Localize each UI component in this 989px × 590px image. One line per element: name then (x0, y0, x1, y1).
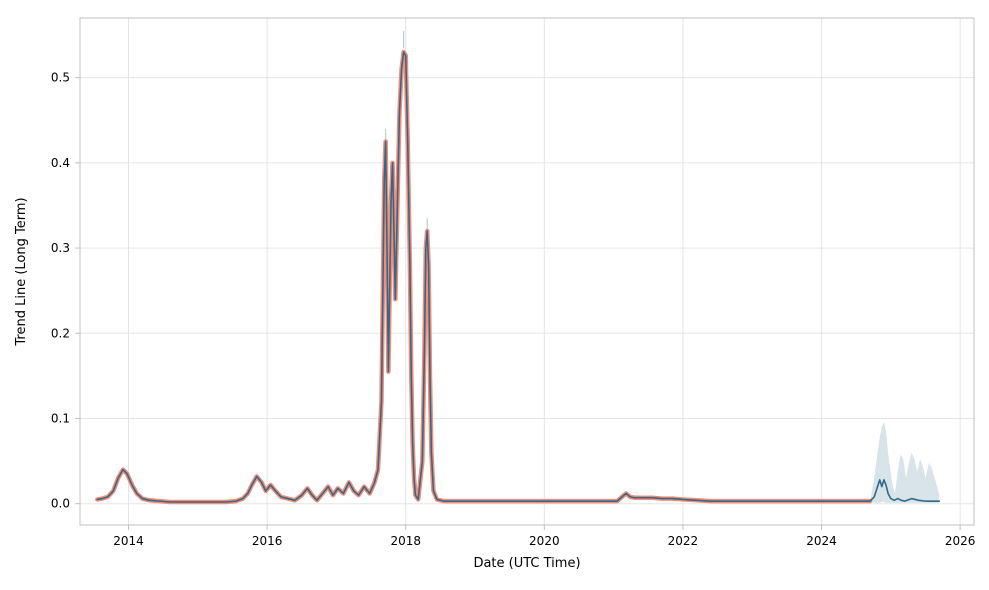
x-axis-label: Date (UTC Time) (473, 556, 580, 571)
y-tick-label: 0.0 (51, 497, 70, 511)
trend-line-chart: 2014 2016 2018 2020 2022 2024 2026 0.0 0.1 0.2 0.3… (0, 0, 989, 590)
x-tick-label: 2026 (945, 534, 976, 548)
x-tick-label: 2022 (668, 534, 699, 548)
y-tick-label: 0.2 (51, 326, 70, 340)
y-tick-label: 0.3 (51, 241, 70, 255)
y-tick-label: 0.1 (51, 411, 70, 425)
x-tick-label: 2020 (529, 534, 560, 548)
x-tick-label: 2024 (806, 534, 837, 548)
y-tick-label: 0.4 (51, 156, 70, 170)
x-tick-label: 2016 (252, 534, 283, 548)
chart-container: 2014 2016 2018 2020 2022 2024 2026 0.0 0.1 0.2 0.3… (0, 0, 989, 590)
y-axis-label: Trend Line (Long Term) (14, 197, 29, 346)
x-tick-label: 2014 (113, 534, 144, 548)
x-tick-label: 2018 (390, 534, 421, 548)
y-tick-label: 0.5 (51, 71, 70, 85)
